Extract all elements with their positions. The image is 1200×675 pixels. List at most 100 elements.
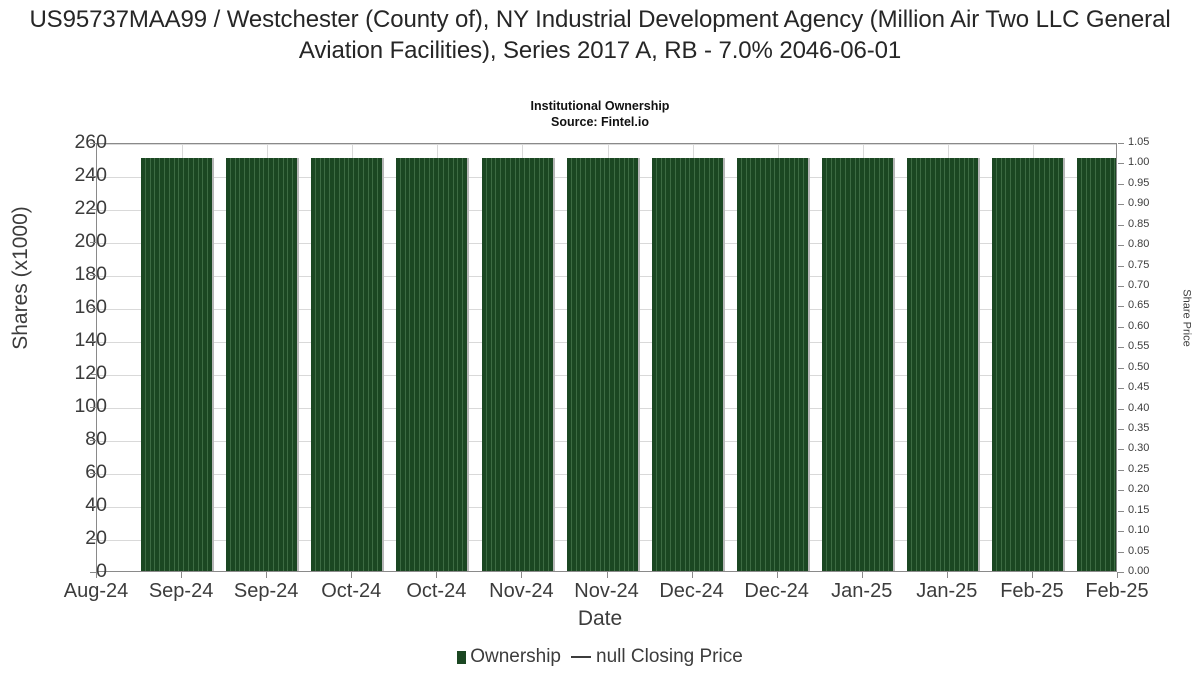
- x-axis-tick-mark: [181, 572, 182, 578]
- bar-slice: [533, 158, 539, 571]
- y-axis-tick-label-left: 260: [74, 131, 107, 153]
- bar-ownership[interactable]: [907, 158, 980, 571]
- x-axis-tick-mark: [692, 572, 693, 578]
- bar-ownership[interactable]: [482, 158, 555, 571]
- bar-slice: [599, 158, 605, 571]
- y-axis-tick-label-right: 0.30: [1128, 442, 1150, 455]
- bar-ownership[interactable]: [141, 158, 214, 571]
- y-axis-tick-mark-left: [90, 407, 96, 408]
- bar-slice: [377, 158, 382, 571]
- bar-slice: [452, 158, 458, 571]
- bar-slice: [268, 158, 273, 571]
- x-axis-tick-mark: [436, 572, 437, 578]
- bar-slice: [1114, 158, 1116, 571]
- y-axis-tick-mark-right: [1118, 286, 1124, 287]
- y-axis-tick-mark-right: [1118, 470, 1124, 471]
- y-axis-tick-label-right: 0.05: [1128, 544, 1150, 557]
- bar-slice: [292, 158, 297, 571]
- bar-slice: [623, 158, 629, 571]
- bar-slice: [314, 158, 320, 571]
- bar-slice: [873, 158, 879, 571]
- x-axis-tick-mark: [947, 572, 948, 578]
- bar-slice: [953, 158, 959, 571]
- bar-slice: [844, 158, 850, 571]
- bar-ownership[interactable]: [652, 158, 725, 571]
- bar-slice: [409, 158, 414, 571]
- y-axis-tick-label-left: 220: [74, 197, 107, 219]
- bar-slice: [423, 158, 429, 571]
- bar-slice: [244, 158, 249, 571]
- y-axis-tick-label-right: 0.55: [1128, 340, 1150, 353]
- y-axis-tick-label-right: 0.90: [1128, 197, 1150, 210]
- y-axis-tick-label-right: 0.65: [1128, 299, 1150, 312]
- y-axis-tick-label-right: 1.05: [1128, 136, 1150, 148]
- bar-slice: [740, 158, 746, 571]
- bar-ownership[interactable]: [226, 158, 299, 571]
- bar-slice: [272, 158, 278, 571]
- x-axis-tick-label: Feb-25: [1000, 580, 1064, 602]
- bar-slice: [840, 158, 845, 571]
- bar-slice: [774, 158, 779, 571]
- bar-slice: [1010, 158, 1015, 571]
- bar-slice: [1034, 158, 1039, 571]
- legend-label-closing-price: null Closing Price: [596, 646, 743, 667]
- y-axis-tick-label-left: 60: [85, 461, 107, 483]
- y-axis-tick-label-left: 80: [85, 428, 107, 450]
- bar-ownership[interactable]: [396, 158, 469, 571]
- bar-slice: [500, 158, 505, 571]
- y-axis-tick-mark-left: [90, 176, 96, 177]
- bar-ownership[interactable]: [822, 158, 895, 571]
- y-axis-tick-mark-left: [90, 374, 96, 375]
- x-axis-tick-label: Nov-24: [574, 580, 639, 602]
- y-axis-tick-mark-right: [1118, 552, 1124, 553]
- x-axis-tick-label: Feb-25: [1085, 580, 1149, 602]
- chart-legend: Ownership null Closing Price: [0, 646, 1200, 668]
- x-axis-tick-mark: [521, 572, 522, 578]
- bar-slice: [859, 158, 864, 571]
- bar-slice: [694, 158, 699, 571]
- bar-slice: [618, 158, 624, 571]
- y-axis-tick-mark-right: [1118, 347, 1124, 348]
- y-axis-tick-mark-right: [1118, 204, 1124, 205]
- bar-slice: [438, 158, 443, 571]
- bar-slice: [878, 158, 884, 571]
- bar-slice: [524, 158, 529, 571]
- bar-slice: [613, 158, 619, 571]
- bar-slice: [849, 158, 855, 571]
- bar-slice: [253, 158, 259, 571]
- bar-ownership[interactable]: [1077, 158, 1116, 571]
- bar-slice: [798, 158, 803, 571]
- bar-slice: [788, 158, 794, 571]
- x-axis-tick-label: Oct-24: [406, 580, 467, 602]
- y-axis-tick-mark-right: [1118, 531, 1124, 532]
- y-axis-tick-label-right: 0.70: [1128, 279, 1150, 291]
- x-axis-tick-mark: [1117, 572, 1118, 578]
- bar-slice: [958, 158, 964, 571]
- y-axis-tick-mark-right: [1118, 225, 1124, 226]
- bar-slice: [338, 158, 344, 571]
- y-axis-tick-label-left: 0: [96, 560, 107, 582]
- bar-ownership[interactable]: [737, 158, 810, 571]
- legend-item-closing-price[interactable]: null Closing Price: [561, 646, 743, 668]
- y-axis-tick-label-right: 0.45: [1128, 381, 1150, 394]
- bar-slice: [1029, 158, 1034, 571]
- bar-slice: [538, 158, 544, 571]
- bar-ownership[interactable]: [311, 158, 384, 571]
- legend-item-ownership[interactable]: Ownership: [457, 646, 561, 668]
- y-axis-tick-label-right: 0.40: [1128, 401, 1150, 414]
- bar-slice: [915, 158, 921, 571]
- legend-label-ownership: Ownership: [470, 646, 562, 667]
- bar-slice: [679, 158, 685, 571]
- bar-ownership[interactable]: [567, 158, 640, 571]
- bar-slice: [509, 158, 515, 571]
- bar-slice: [263, 158, 268, 571]
- bar-slice: [154, 158, 159, 571]
- y-axis-tick-mark-right: [1118, 184, 1124, 185]
- y-axis-tick-label-right: 0.00: [1128, 565, 1150, 577]
- bar-slice: [163, 158, 169, 571]
- bar-ownership[interactable]: [992, 158, 1065, 571]
- bar-slice: [202, 158, 207, 571]
- bar-slice: [519, 158, 524, 571]
- y-axis-tick-label-right: 0.10: [1128, 524, 1150, 537]
